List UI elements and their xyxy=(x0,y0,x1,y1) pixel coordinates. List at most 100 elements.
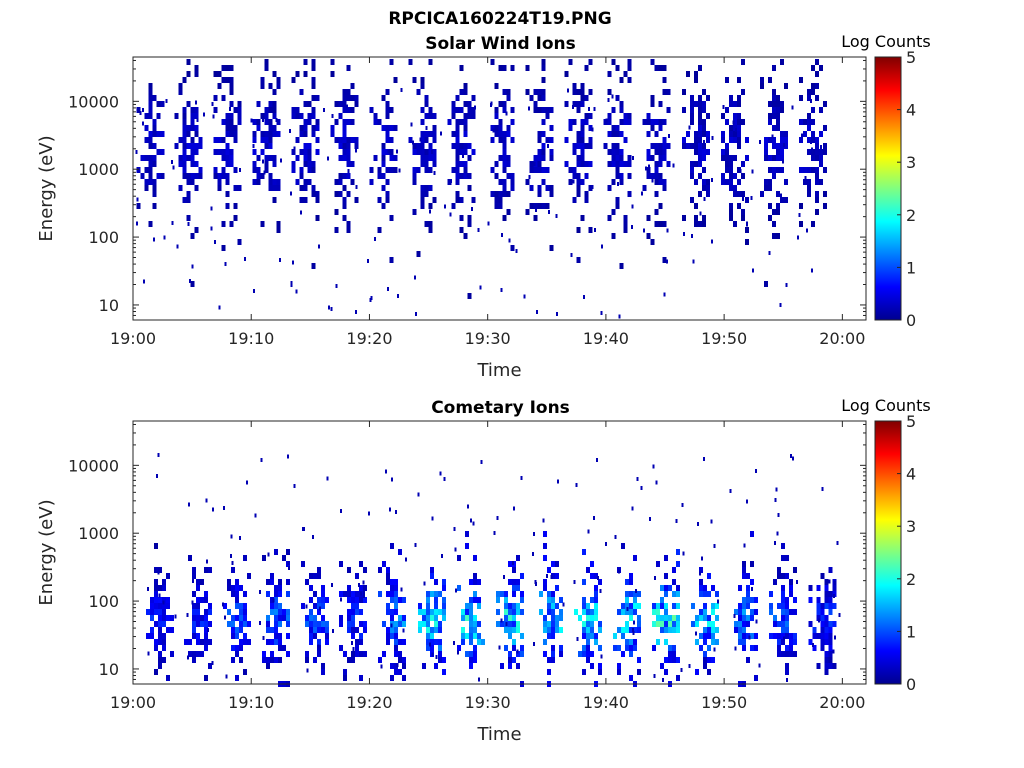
heatmap-cell xyxy=(662,257,667,263)
heatmap-cell xyxy=(200,579,204,585)
heatmap-cell xyxy=(546,144,549,148)
heatmap-cell xyxy=(477,639,482,645)
heatmap-cell xyxy=(455,197,460,203)
heatmap-cell xyxy=(429,209,432,214)
heatmap-cell xyxy=(453,527,456,531)
heatmap-cell xyxy=(158,664,161,669)
heatmap-cell xyxy=(494,83,499,89)
heatmap-cell xyxy=(217,149,222,155)
heatmap-cell xyxy=(198,167,203,173)
heatmap-cell xyxy=(385,113,390,119)
heatmap-cell xyxy=(695,639,700,645)
heatmap-cell xyxy=(500,618,503,623)
heatmap-cell xyxy=(504,615,509,621)
heatmap-cell xyxy=(818,155,823,161)
heatmap-cell xyxy=(305,621,310,627)
heatmap-cell xyxy=(272,131,277,137)
heatmap-cell xyxy=(280,158,283,163)
heatmap-cell xyxy=(385,197,390,203)
heatmap-cell xyxy=(342,107,347,113)
heatmap-cell xyxy=(274,615,279,621)
heatmap-cell xyxy=(239,627,243,633)
heatmap-cell xyxy=(808,597,813,603)
heatmap-cell xyxy=(170,627,175,633)
heatmap-cell xyxy=(742,609,747,615)
heatmap-cell xyxy=(693,131,698,137)
heatmap-cell xyxy=(621,603,626,609)
heatmap-cell xyxy=(493,531,496,536)
heatmap-cell xyxy=(178,161,183,167)
x-tick-label: 19:20 xyxy=(346,693,392,712)
heatmap-cell xyxy=(162,633,167,639)
heatmap-cell xyxy=(315,95,320,101)
heatmap-cell xyxy=(785,645,790,651)
heatmap-cell xyxy=(385,591,390,597)
heatmap-cell xyxy=(728,101,733,107)
heatmap-cell xyxy=(455,155,460,161)
heatmap-cell xyxy=(584,65,589,71)
heatmap-cell xyxy=(451,131,456,137)
heatmap-cell xyxy=(225,173,230,179)
heatmap-cell xyxy=(724,143,729,149)
heatmap-cell xyxy=(777,645,782,651)
heatmap-cell xyxy=(783,131,788,137)
heatmap-cell xyxy=(148,161,153,167)
heatmap-cell xyxy=(345,104,348,109)
heatmap-cell xyxy=(508,238,511,243)
heatmap-cell xyxy=(274,549,279,555)
heatmap-cell xyxy=(420,191,425,197)
heatmap-cell xyxy=(652,621,657,627)
heatmap-cell xyxy=(548,210,551,214)
heatmap-cell xyxy=(397,657,402,663)
heatmap-cell xyxy=(551,615,556,621)
heatmap-cell xyxy=(473,621,478,627)
heatmap-cell xyxy=(195,100,197,105)
heatmap-cell xyxy=(303,143,308,149)
heatmap-cell xyxy=(354,143,359,149)
heatmap-cell xyxy=(148,83,153,89)
heatmap-cell xyxy=(664,585,669,591)
heatmap-cell xyxy=(586,621,591,627)
heatmap-cell xyxy=(672,657,677,663)
heatmap-cell xyxy=(358,639,363,645)
heatmap-cell xyxy=(664,669,669,675)
heatmap-cell xyxy=(547,591,552,597)
heatmap-cell xyxy=(152,191,157,197)
heatmap-cell xyxy=(411,140,414,145)
heatmap-cell xyxy=(498,125,503,131)
heatmap-cell xyxy=(654,143,659,149)
heatmap-cell xyxy=(547,597,552,603)
heatmap-cell xyxy=(158,633,163,639)
heatmap-cell xyxy=(490,125,495,131)
heatmap-cell xyxy=(307,119,312,125)
heatmap-cell xyxy=(785,555,790,561)
heatmap-cell xyxy=(313,573,318,579)
heatmap-cell xyxy=(208,639,212,645)
heatmap-cell xyxy=(311,131,316,137)
heatmap-cell xyxy=(152,95,157,101)
heatmap-cell xyxy=(398,168,401,173)
heatmap-cell xyxy=(556,311,558,316)
heatmap-cell xyxy=(633,597,638,603)
heatmap-cell xyxy=(262,118,265,123)
heatmap-cell xyxy=(465,603,470,609)
heatmap-cell xyxy=(564,137,569,143)
heatmap-cell xyxy=(588,89,593,95)
heatmap-cell xyxy=(785,669,790,675)
heatmap-cell xyxy=(430,609,435,615)
heatmap-cell xyxy=(144,179,149,185)
heatmap-cell xyxy=(516,585,521,591)
panel-title: Solar Wind Ions xyxy=(425,34,576,54)
heatmap-cell xyxy=(204,615,208,621)
heatmap-cell xyxy=(822,125,827,131)
heatmap-cell xyxy=(701,149,706,155)
heatmap-cell xyxy=(286,609,291,615)
heatmap-cell xyxy=(182,113,187,119)
heatmap-cell xyxy=(416,167,421,173)
heatmap-cell xyxy=(516,651,521,657)
heatmap-cell xyxy=(814,191,819,197)
heatmap-cells xyxy=(146,453,841,687)
heatmap-cell xyxy=(412,77,417,83)
heatmap-cell xyxy=(816,633,821,639)
heatmap-cell xyxy=(253,289,255,294)
